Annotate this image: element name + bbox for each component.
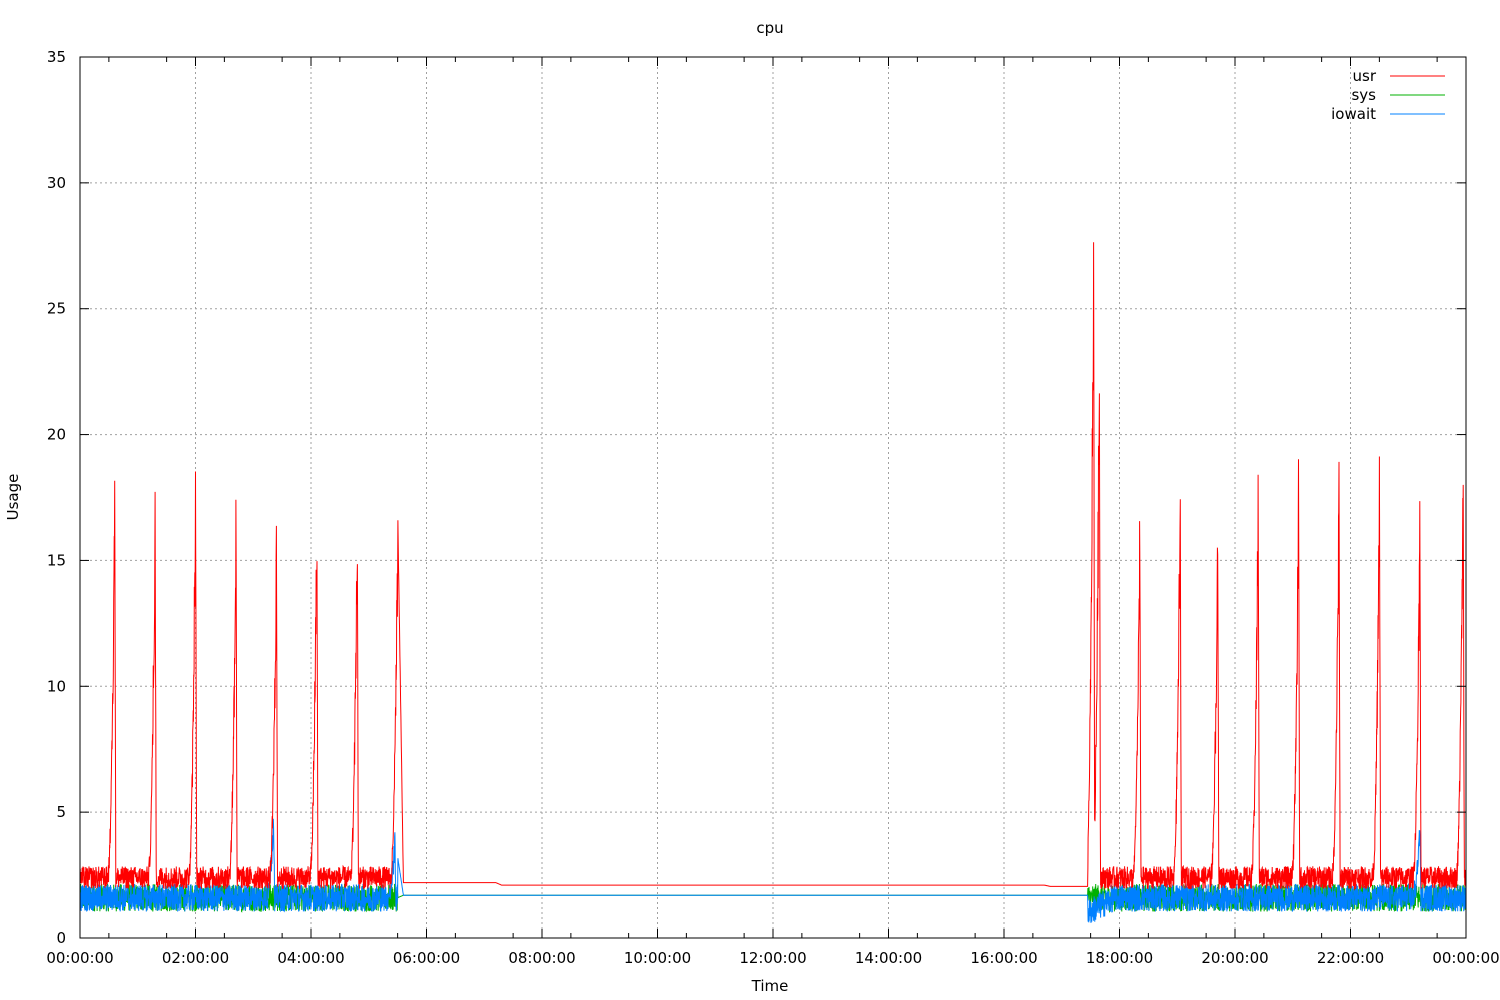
legend-label-sys: sys [1351,86,1376,104]
y-tick-label: 20 [47,426,66,444]
series-iowait [79,818,1467,923]
y-tick-label: 0 [56,929,66,947]
x-tick-label: 04:00:00 [277,949,344,967]
legend-label-iowait: iowait [1331,105,1376,123]
x-tick-label: 10:00:00 [624,949,691,967]
ticks [79,56,1467,939]
iowait-line [79,818,1467,923]
series-layer [79,242,1467,923]
x-tick-label: 16:00:00 [970,949,1037,967]
legend-label-usr: usr [1353,67,1377,85]
chart-title: cpu [756,19,783,37]
y-tick-label: 5 [56,803,66,821]
x-tick-label: 18:00:00 [1086,949,1153,967]
y-tick-label: 25 [47,300,66,318]
usr-line [79,242,1467,891]
x-tick-labels: 00:00:00 02:00:00 04:00:00 06:00:00 08:00:00… [46,949,1499,967]
x-tick-label: 14:00:00 [855,949,922,967]
y-tick-label: 30 [47,174,66,192]
y-tick-label: 10 [47,677,66,695]
y-tick-labels: 0 5 10 15 20 25 30 35 [47,48,66,947]
x-tick-label: 00:00:00 [1432,949,1499,967]
x-tick-label: 12:00:00 [739,949,806,967]
x-tick-label: 02:00:00 [162,949,229,967]
y-tick-label: 35 [47,48,66,66]
x-axis-title: Time [751,977,789,995]
y-tick-label: 15 [47,551,66,569]
x-tick-label: 20:00:00 [1201,949,1268,967]
series-usr [79,242,1467,891]
y-axis-title: Usage [4,474,22,521]
x-tick-label: 22:00:00 [1317,949,1384,967]
x-tick-label: 00:00:00 [46,949,113,967]
x-tick-label: 06:00:00 [393,949,460,967]
x-tick-label: 08:00:00 [508,949,575,967]
